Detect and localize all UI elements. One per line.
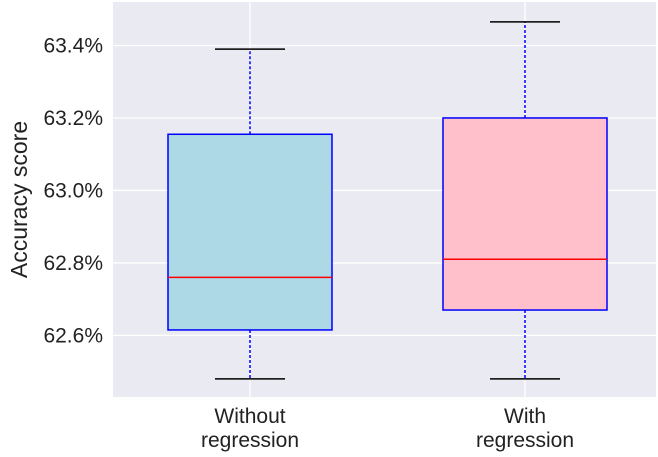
box-group (167, 48, 333, 380)
iqr-box (167, 133, 333, 331)
x-tick-label: Without (214, 405, 285, 428)
y-axis-label: Accuracy score (6, 121, 32, 278)
x-tick-label: regression (201, 429, 299, 452)
box-group (442, 21, 608, 380)
boxes (167, 21, 608, 380)
y-tick-label: 63.4% (43, 34, 103, 57)
y-tick-label: 62.6% (43, 324, 103, 347)
y-tick-label: 63.0% (43, 179, 103, 202)
y-axis-ticks: 62.6% 62.8% 63.0% 63.2% 63.4% (43, 34, 103, 347)
iqr-box (442, 117, 608, 311)
y-tick-label: 62.8% (43, 252, 103, 275)
y-tick-label: 63.2% (43, 107, 103, 130)
x-tick-label: regression (476, 429, 574, 452)
x-tick-label: With (504, 405, 546, 428)
